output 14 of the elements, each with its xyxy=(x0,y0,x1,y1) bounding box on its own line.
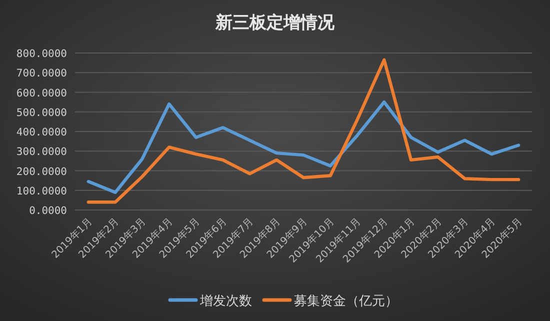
y-tick-label: 400.0000 xyxy=(16,126,67,138)
y-tick-label: 0.0000 xyxy=(29,205,67,217)
legend-label: 增发次数 xyxy=(199,294,252,309)
y-tick-label: 800.0000 xyxy=(16,48,67,60)
chart-title: 新三板定增情况 xyxy=(214,13,336,33)
y-tick-label: 700.0000 xyxy=(16,68,67,80)
line-series xyxy=(86,100,520,194)
line-series xyxy=(86,58,520,204)
y-tick-label: 200.0000 xyxy=(16,166,67,178)
y-tick-label: 600.0000 xyxy=(16,87,67,100)
y-tick-label: 100.0000 xyxy=(16,185,67,198)
y-tick-label: 300.0000 xyxy=(16,146,67,158)
y-tick-label: 500.0000 xyxy=(16,106,67,119)
legend-label: 募集资金（亿元） xyxy=(294,294,398,309)
